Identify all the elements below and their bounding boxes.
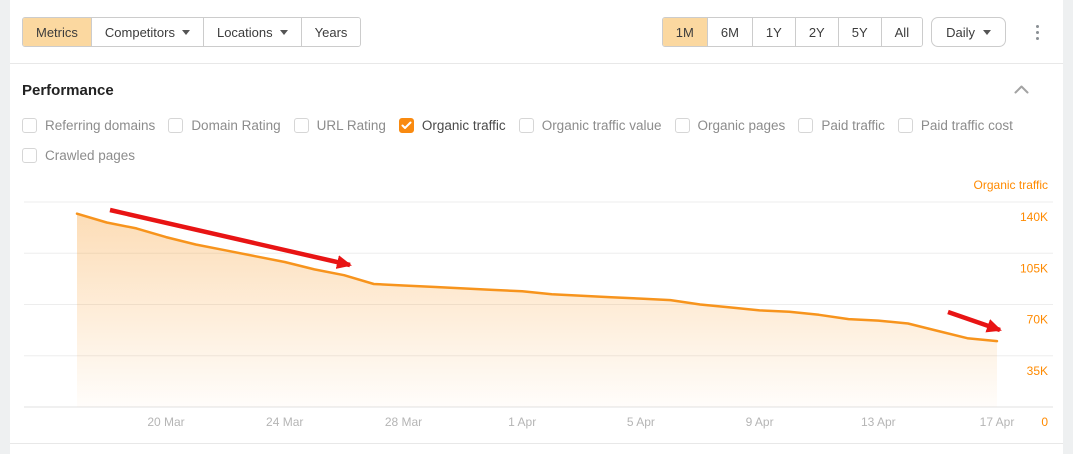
checkbox-label: Organic traffic value [541, 117, 662, 133]
metric-checkbox-organic-pages[interactable]: Organic pages [674, 115, 786, 135]
filter-button-metrics[interactable]: Metrics [23, 18, 91, 46]
button-label: 1Y [765, 24, 782, 40]
granularity-dropdown[interactable]: Daily [931, 17, 1006, 47]
metric-checkbox-row: Referring domains Domain Rating URL Rating… [10, 103, 1055, 165]
chart-bottom-divider [10, 443, 1063, 444]
checkbox-label: Paid traffic cost [920, 117, 1013, 133]
granularity-label: Daily [946, 24, 975, 40]
x-axis-tick-label: 17 Apr [980, 415, 1015, 429]
checkbox-unchecked-icon[interactable] [293, 117, 309, 133]
toolbar-right: 1M 6M 1Y 2Y 5Y All Daily [661, 17, 1051, 47]
range-button-5y[interactable]: 5Y [837, 18, 881, 46]
filter-button-competitors[interactable]: Competitors [90, 18, 203, 46]
filter-button-years[interactable]: Years [300, 18, 361, 46]
metric-checkbox-referring-domains[interactable]: Referring domains [22, 115, 155, 135]
toolbar-divider [10, 63, 1063, 64]
metric-checkbox-paid-traffic[interactable]: Paid traffic [798, 115, 885, 135]
x-axis-tick-label: 1 Apr [508, 415, 536, 429]
range-button-2y[interactable]: 2Y [794, 18, 838, 46]
button-label: Years [314, 24, 348, 40]
button-label: Metrics [36, 24, 78, 40]
x-axis-tick-label: 28 Mar [385, 415, 422, 429]
collapse-section-button[interactable] [1010, 77, 1051, 103]
y-axis-tick-label: 70K [1027, 313, 1048, 327]
button-label: 2Y [808, 24, 825, 40]
section-header: Performance [10, 64, 1063, 103]
checkbox-unchecked-icon[interactable] [168, 117, 184, 133]
filter-button-locations[interactable]: Locations [202, 18, 301, 46]
organic-traffic-chart[interactable]: 140K 105K 70K 35K 0 Organic traffic 20 Mar 24 M… [24, 177, 1053, 443]
performance-card: Metrics Competitors Locations Years 1M 6M 1Y 2… [10, 0, 1063, 454]
button-label: All [894, 24, 910, 40]
chevron-down-icon [983, 29, 991, 35]
checkbox-unchecked-icon[interactable] [798, 117, 814, 133]
chevron-up-icon [1014, 85, 1029, 94]
decline-arrow-annotation [947, 309, 1002, 333]
button-label: Locations [216, 24, 273, 40]
checkbox-label: Domain Rating [191, 117, 281, 133]
y-axis-tick-label: 35K [1027, 364, 1048, 378]
metric-checkbox-organic-traffic-value[interactable]: Organic traffic value [518, 115, 662, 135]
range-button-1y[interactable]: 1Y [751, 18, 795, 46]
checkbox-label: Organic pages [697, 117, 786, 133]
metric-checkbox-organic-traffic[interactable]: Organic traffic [398, 115, 506, 135]
area-fill [77, 213, 997, 407]
x-axis-tick-label: 24 Mar [266, 415, 303, 429]
chevron-down-icon [181, 29, 190, 35]
metrics-filter-group: Metrics Competitors Locations Years [22, 17, 362, 47]
range-button-1m[interactable]: 1M [662, 18, 707, 46]
checkbox-unchecked-icon[interactable] [674, 117, 690, 133]
button-label: 5Y [851, 24, 868, 40]
y-axis-tick-label: 105K [1020, 261, 1048, 275]
date-range-group: 1M 6M 1Y 2Y 5Y All [661, 17, 924, 47]
traffic-line [75, 212, 999, 343]
button-label: 6M [720, 24, 739, 40]
metric-checkbox-paid-traffic-cost[interactable]: Paid traffic cost [897, 115, 1013, 135]
button-label: 1M [675, 24, 694, 40]
page-title: Performance [22, 81, 114, 99]
checkbox-label: URL Rating [316, 117, 386, 133]
checkbox-label: Paid traffic [821, 117, 885, 133]
kebab-menu-icon[interactable] [1032, 21, 1043, 44]
checkbox-label: Crawled pages [45, 147, 136, 163]
decline-arrow-annotation [109, 207, 352, 269]
checkbox-unchecked-icon[interactable] [22, 117, 37, 133]
y-axis-tick-label: 140K [1020, 210, 1048, 224]
metric-checkbox-url-rating[interactable]: URL Rating [293, 115, 386, 135]
checkbox-checked-icon[interactable] [398, 117, 414, 133]
checkbox-label: Referring domains [45, 117, 156, 133]
x-axis-tick-label: 13 Apr [861, 415, 896, 429]
chevron-down-icon [279, 29, 288, 35]
x-axis-tick-label: 20 Mar [147, 415, 184, 429]
button-label: Competitors [104, 24, 175, 40]
chart-series-title: Organic traffic [974, 178, 1048, 192]
range-button-all[interactable]: All [880, 18, 923, 46]
range-button-6m[interactable]: 6M [706, 18, 752, 46]
checkbox-unchecked-icon[interactable] [518, 117, 534, 133]
x-axis-tick-label: 5 Apr [627, 415, 655, 429]
x-axis-tick-label: 9 Apr [746, 415, 774, 429]
chart-canvas[interactable]: 140K 105K 70K 35K 0 Organic traffic 20 Mar 24 M… [24, 177, 1053, 443]
metric-checkbox-domain-rating[interactable]: Domain Rating [168, 115, 281, 135]
checkbox-unchecked-icon[interactable] [897, 117, 913, 133]
metric-checkbox-crawled-pages[interactable]: Crawled pages [22, 145, 135, 165]
y-axis-tick-label: 0 [1041, 415, 1048, 429]
chart-toolbar: Metrics Competitors Locations Years 1M 6M 1Y 2… [10, 0, 1063, 63]
checkbox-label: Organic traffic [421, 117, 506, 133]
checkbox-unchecked-icon[interactable] [22, 147, 37, 163]
